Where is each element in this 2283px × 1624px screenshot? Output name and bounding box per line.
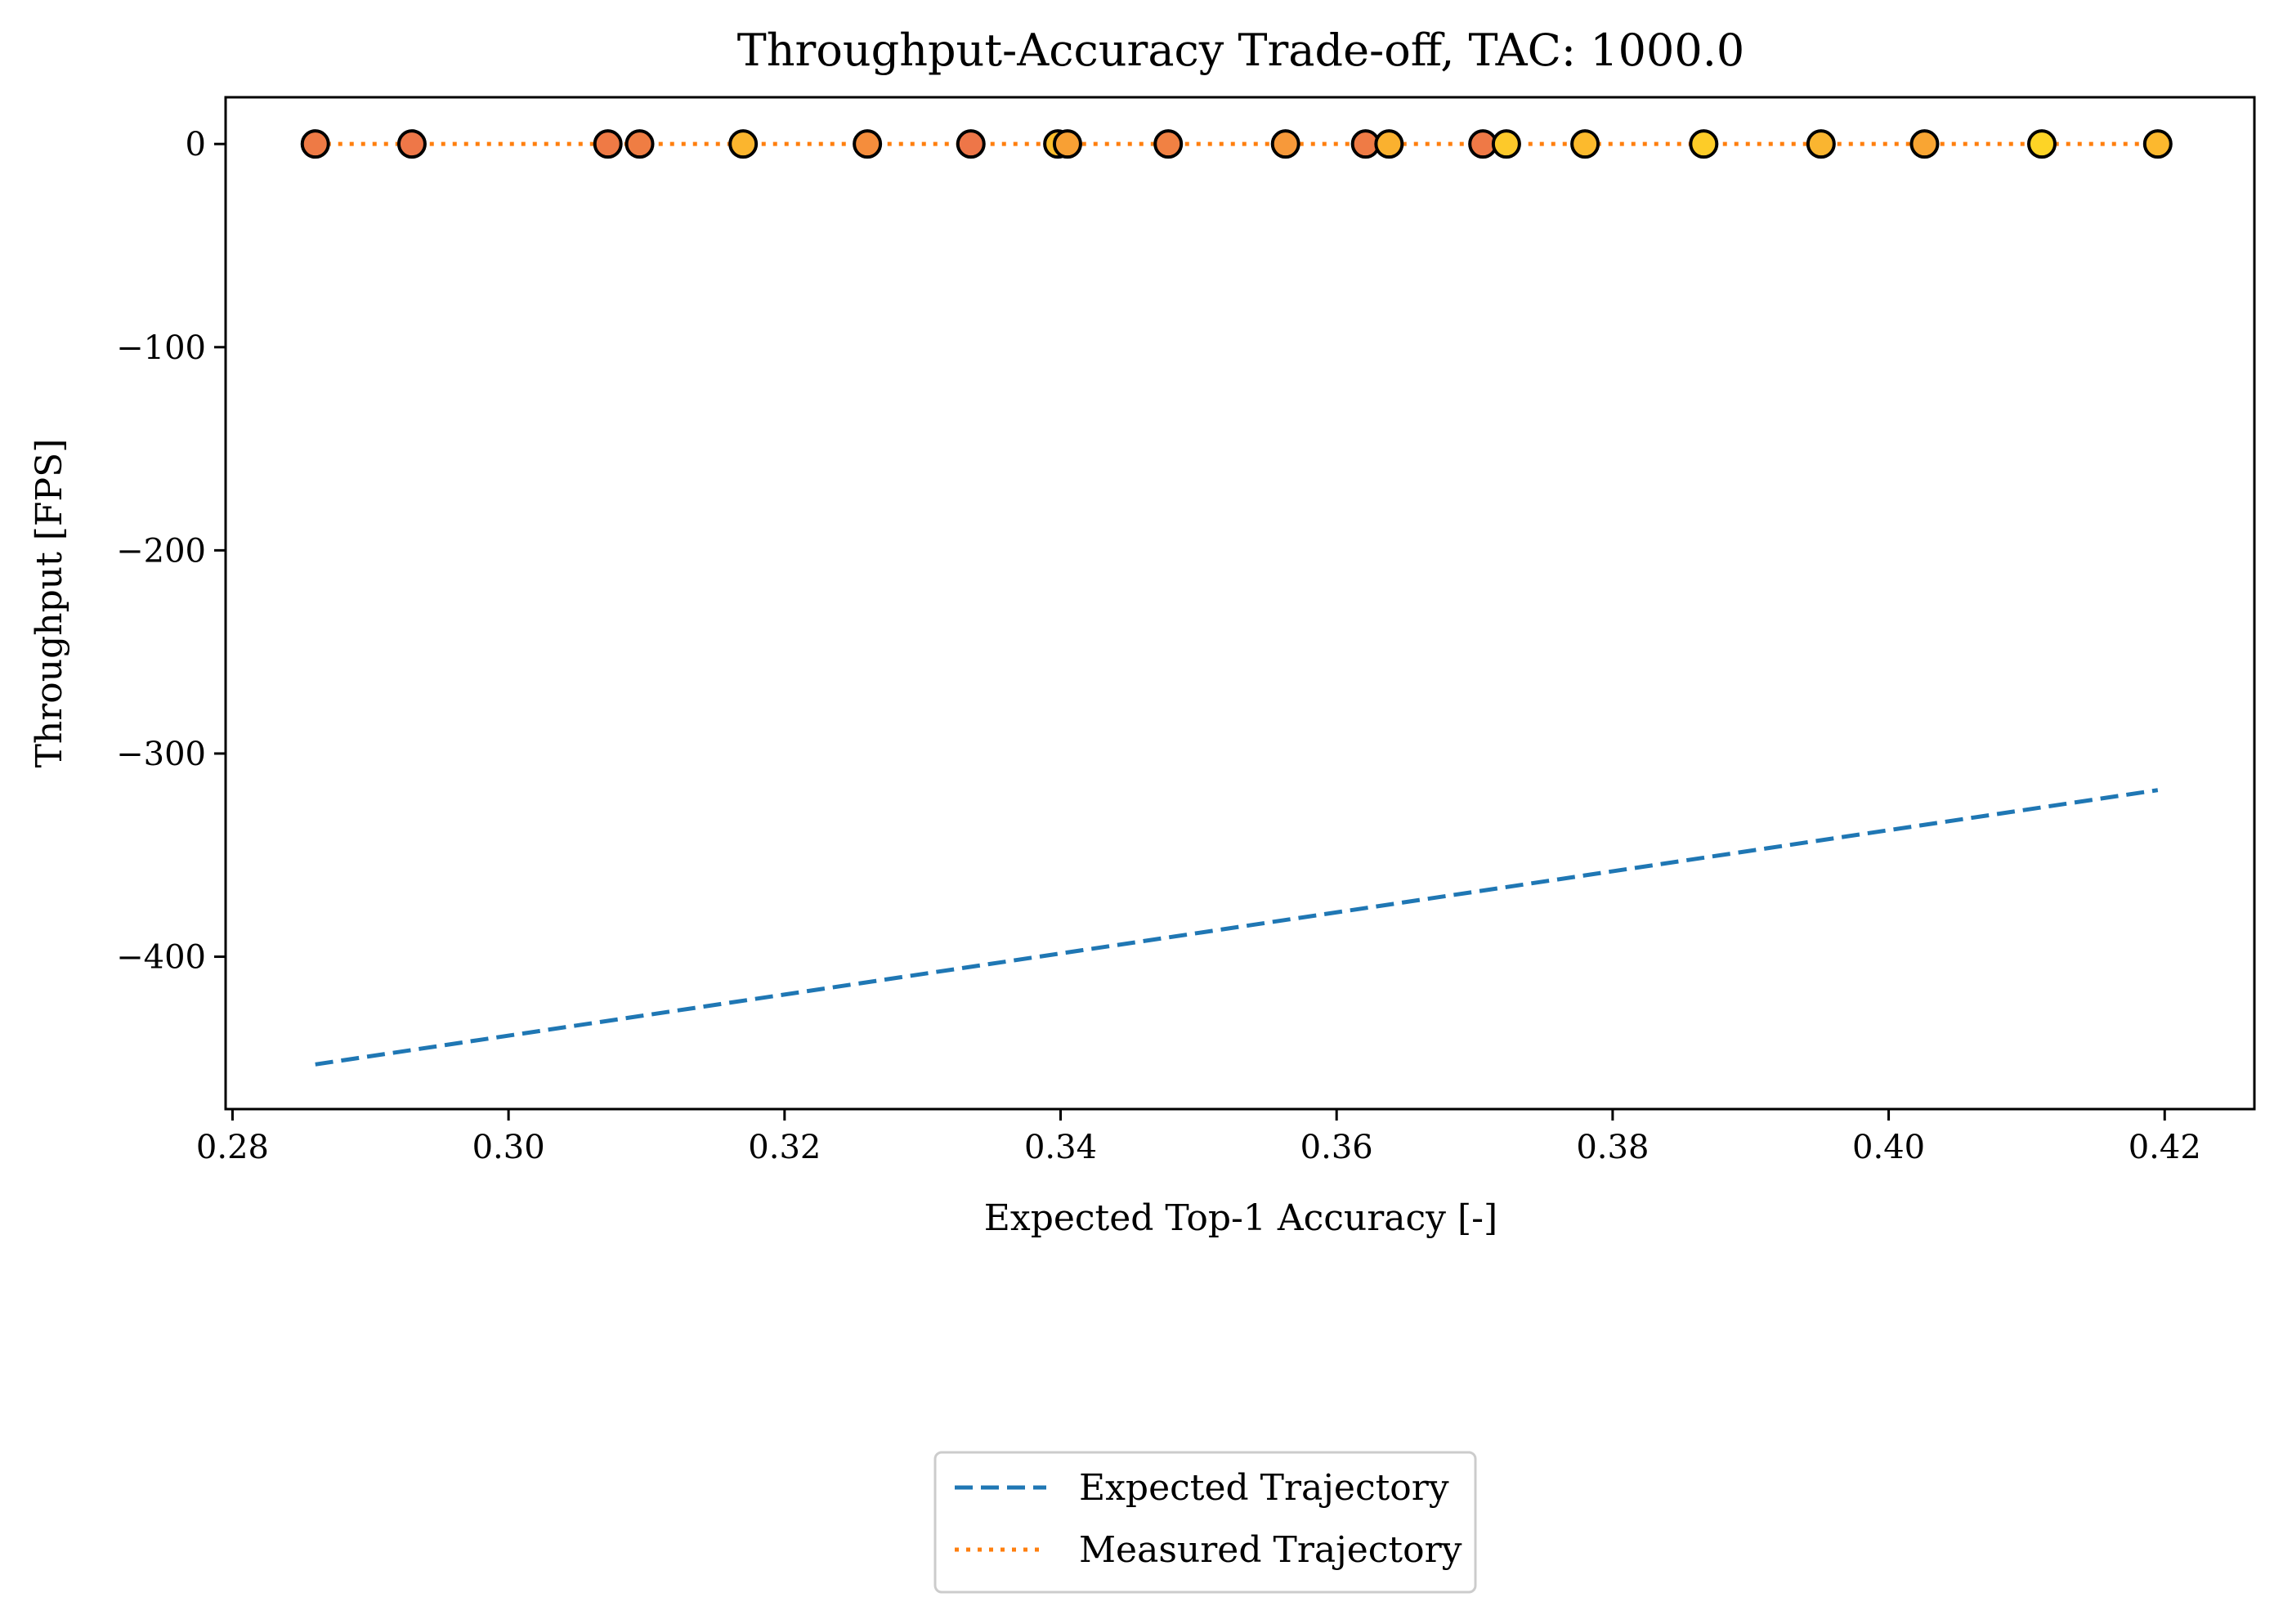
measurement-point: [1153, 129, 1184, 159]
y-tick-label: −400: [116, 939, 206, 977]
measurement-point: [1491, 129, 1521, 159]
legend-measured-label: Measured Trajectory: [1079, 1529, 1462, 1571]
legend-box: [933, 1451, 1477, 1594]
y-axis-label: Throughput [FPS]: [29, 439, 70, 768]
measurement-point: [728, 129, 759, 159]
measurement-point: [956, 129, 986, 159]
x-axis: 0.28 0.30 0.32 0.34 0.36 0.38 0.40 0.42: [196, 1109, 2201, 1166]
legend-expected-label: Expected Trajectory: [1079, 1467, 1449, 1509]
legend: Expected Trajectory Measured Trajectory: [933, 1451, 1477, 1594]
measurement-point: [1689, 129, 1719, 159]
chart-title: Throughput-Accuracy Trade-off, TAC: 1000…: [737, 25, 1744, 76]
measurement-point: [624, 129, 655, 159]
y-tick-label: 0: [186, 126, 206, 163]
x-tick-label: 0.28: [196, 1129, 269, 1166]
x-tick-label: 0.42: [2129, 1129, 2201, 1166]
measurement-point: [2142, 129, 2173, 159]
measurement-point: [1909, 129, 1940, 159]
x-axis-label: Expected Top-1 Accuracy [-]: [984, 1197, 1497, 1239]
y-tick-label: −300: [116, 736, 206, 773]
measurement-point: [853, 129, 883, 159]
y-tick-label: −100: [116, 329, 206, 367]
measurement-point: [593, 129, 623, 159]
measurement-point: [1270, 129, 1300, 159]
measurement-point: [396, 129, 427, 159]
y-tick-label: −200: [116, 532, 206, 570]
y-axis: 0 −100 −200 −300 −400: [116, 126, 226, 977]
expected-trajectory-line: [315, 788, 2159, 1067]
measurement-point: [1570, 129, 1600, 159]
x-tick-label: 0.34: [1024, 1129, 1097, 1166]
measurement-point: [1806, 129, 1836, 159]
measurement-point: [300, 129, 330, 159]
x-tick-label: 0.38: [1576, 1129, 1649, 1166]
measurement-point: [2026, 129, 2057, 159]
measurement-point: [1374, 129, 1404, 159]
x-tick-label: 0.40: [1852, 1129, 1925, 1166]
plot-area: [300, 129, 2173, 1067]
x-tick-label: 0.36: [1300, 1129, 1373, 1166]
x-tick-label: 0.30: [472, 1129, 545, 1166]
measurement-point: [1052, 129, 1082, 159]
axes-frame: [224, 96, 2256, 1111]
x-tick-label: 0.32: [748, 1129, 821, 1166]
